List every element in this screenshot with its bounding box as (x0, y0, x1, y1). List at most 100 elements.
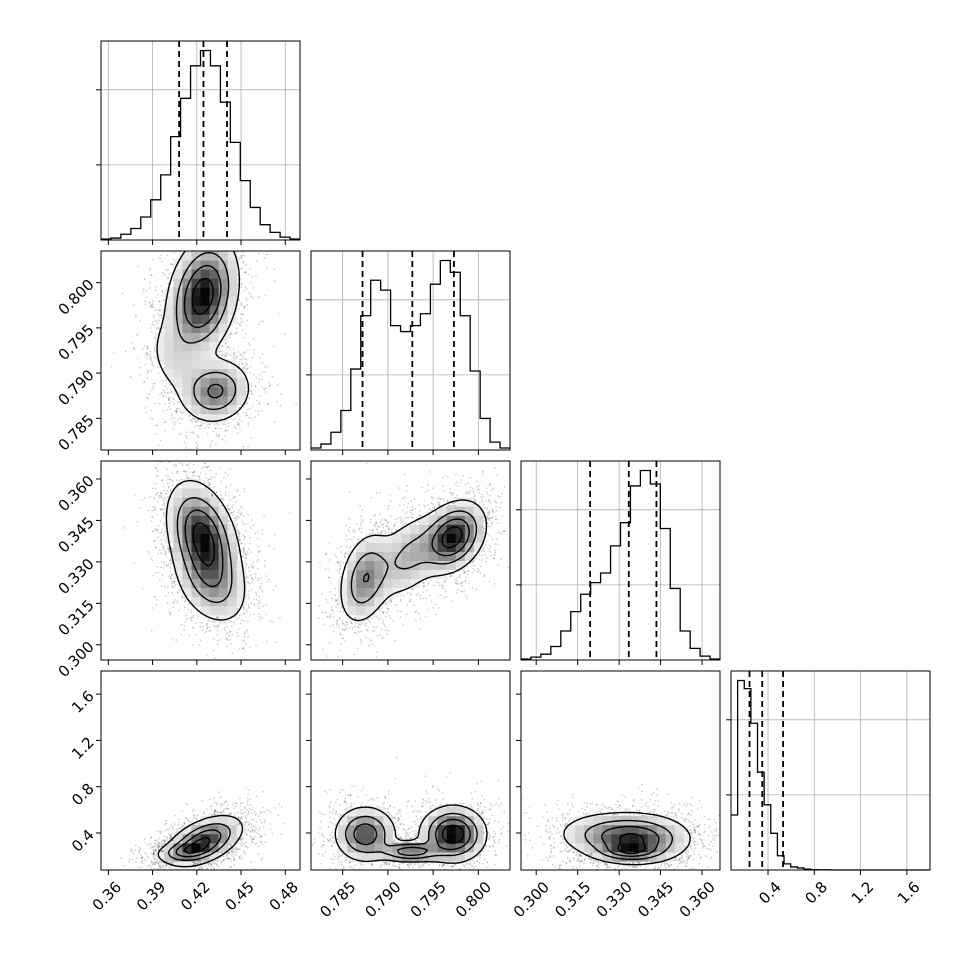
sample-point (156, 320, 158, 323)
sample-point (219, 350, 221, 353)
sample-point (143, 345, 146, 347)
sample-point (234, 496, 236, 498)
sample-point (183, 596, 185, 599)
sample-point (212, 238, 213, 239)
sample-point (148, 301, 150, 303)
sample-point (110, 365, 113, 368)
sample-point (243, 608, 245, 611)
sample-point (178, 402, 180, 404)
sample-point (161, 479, 164, 481)
sample-point (188, 415, 190, 417)
sample-point (295, 403, 297, 406)
sample-point (150, 350, 152, 353)
sample-point (198, 643, 200, 646)
sample-point (269, 384, 271, 387)
sample-point (237, 278, 239, 281)
sample-point (259, 586, 262, 588)
sample-point (152, 303, 154, 305)
density-cell (227, 278, 238, 288)
sample-point (159, 304, 162, 306)
sample-point (155, 308, 157, 311)
sample-point (163, 391, 166, 394)
sample-point (148, 552, 150, 555)
sample-point (199, 446, 200, 447)
sample-point (167, 549, 170, 551)
sample-point (157, 435, 158, 436)
sample-point (247, 593, 249, 596)
sample-point (162, 272, 164, 274)
sample-point (169, 408, 171, 411)
sample-point (164, 421, 167, 423)
sample-point (154, 289, 157, 292)
sample-point (252, 524, 255, 527)
sample-point (242, 607, 245, 609)
sample-point (215, 220, 216, 221)
density-cell (155, 332, 165, 342)
density-cell (218, 377, 229, 388)
sample-point (146, 357, 148, 360)
sample-point (242, 647, 244, 650)
sample-point (158, 571, 160, 574)
sample-point (162, 504, 164, 506)
sample-point (238, 363, 240, 366)
sample-point (206, 454, 207, 455)
sample-point (181, 246, 182, 247)
sample-point (233, 208, 234, 209)
sample-point (237, 511, 239, 514)
sample-point (172, 226, 173, 227)
sample-point (251, 248, 252, 249)
sample-point (259, 356, 261, 359)
sample-point (139, 374, 142, 376)
sample-point (250, 390, 253, 392)
sample-point (224, 228, 225, 229)
sample-point (265, 575, 268, 577)
sample-point (176, 242, 177, 243)
contour-line-0 (156, 251, 250, 422)
sample-point (208, 481, 211, 484)
sample-point (246, 609, 249, 611)
sample-point (147, 354, 149, 356)
sample-point (257, 550, 260, 553)
sample-point (211, 249, 212, 250)
sample-point (245, 643, 247, 645)
sample-point (163, 421, 166, 424)
sample-point (218, 435, 220, 437)
sample-point (156, 470, 159, 473)
sample-point (150, 359, 153, 362)
sample-point (161, 294, 163, 297)
density-cell (200, 395, 211, 406)
sample-point (162, 359, 164, 362)
sample-point (153, 497, 155, 499)
sample-point (171, 414, 173, 416)
sample-point (186, 232, 187, 233)
sample-point (251, 297, 254, 299)
sample-point (240, 317, 242, 320)
sample-point (143, 380, 146, 383)
sample-point (167, 461, 170, 463)
density-cell (218, 395, 229, 406)
sample-point (220, 345, 223, 347)
sample-point (152, 387, 154, 389)
sample-point (159, 257, 162, 260)
sample-point (221, 438, 224, 441)
sample-point (168, 397, 170, 399)
density-cell (209, 314, 220, 324)
density-cell (218, 386, 229, 397)
sample-point (212, 216, 213, 217)
sample-point (203, 632, 206, 634)
sample-point (169, 567, 172, 569)
density-cell (209, 359, 220, 370)
density-cell (182, 395, 192, 406)
density-cell (209, 350, 220, 361)
sample-point (171, 637, 174, 640)
sample-point (184, 599, 187, 601)
sample-point (228, 508, 230, 510)
sample-point (193, 434, 194, 435)
sample-point (223, 222, 224, 223)
sample-point (236, 251, 239, 253)
sample-point (202, 189, 203, 190)
sample-point (153, 356, 155, 358)
sample-point (237, 199, 238, 200)
sample-point (148, 393, 151, 395)
sample-point (242, 355, 244, 357)
